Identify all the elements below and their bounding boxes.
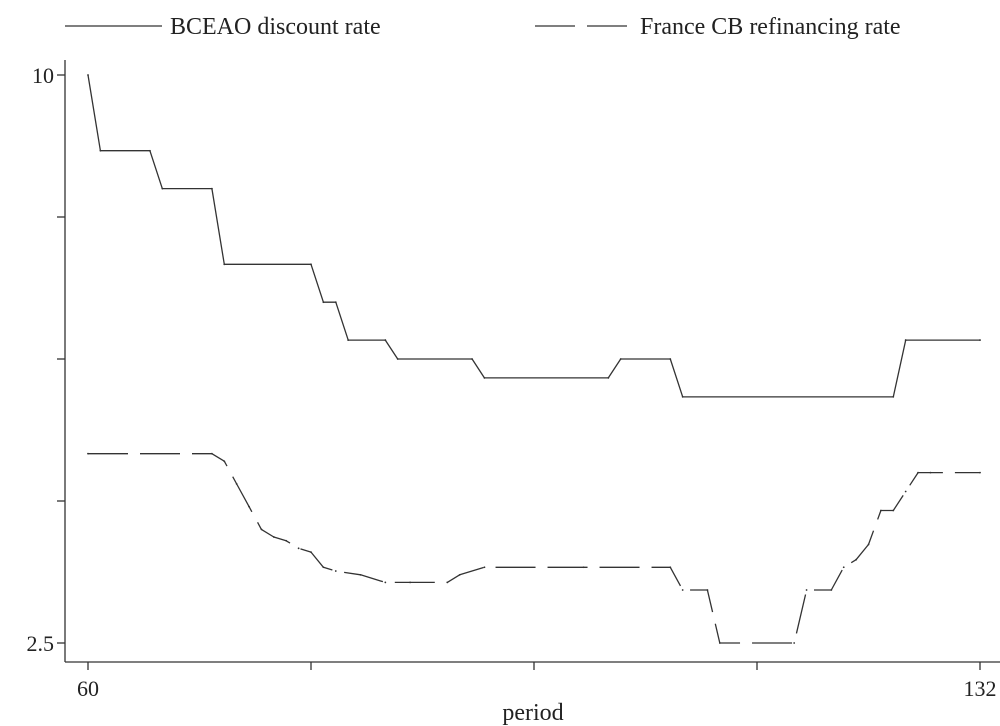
data-point: [458, 573, 461, 576]
data-point: [582, 566, 585, 569]
data-point: [904, 339, 907, 341]
data-point: [879, 509, 882, 512]
data-point: [855, 558, 858, 561]
legend-label-france: France CB refinancing rate: [640, 14, 901, 40]
data-point: [607, 377, 610, 379]
data-point: [979, 339, 981, 341]
data-point: [99, 149, 102, 152]
data-point: [87, 452, 89, 455]
data-point: [285, 539, 288, 542]
data-point: [347, 339, 350, 341]
data-point: [272, 536, 275, 538]
data-point: [904, 490, 907, 493]
data-point: [409, 581, 412, 584]
x-tick-label: 60: [77, 676, 99, 701]
data-point: [483, 566, 486, 569]
x-ticks: 60 132: [77, 662, 997, 701]
data-point: [830, 589, 833, 591]
series-line-0: [87, 74, 980, 398]
data-point: [322, 301, 325, 304]
data-point: [669, 566, 672, 569]
x-axis-title: period: [502, 700, 563, 726]
data-point: [334, 301, 337, 304]
data-point: [917, 471, 919, 474]
legend: BCEAO discount rate France CB refinancin…: [65, 14, 901, 40]
x-tick-label: 132: [964, 676, 997, 701]
data-point: [446, 581, 449, 584]
data-point: [619, 358, 622, 360]
data-point: [310, 551, 312, 554]
data-point: [805, 589, 808, 591]
data-point: [248, 505, 250, 508]
data-point: [706, 589, 709, 591]
data-point: [161, 187, 164, 190]
data-point: [842, 566, 845, 569]
y-ticks: 2.5 10: [27, 63, 65, 656]
data-point: [87, 74, 89, 76]
data-point: [483, 377, 486, 379]
data-point: [297, 547, 300, 550]
data-point: [669, 358, 672, 360]
data-point: [681, 395, 684, 398]
data-point: [892, 509, 895, 512]
data-point: [359, 573, 362, 576]
legend-label-bceao: BCEAO discount rate: [170, 14, 381, 40]
data-point: [384, 339, 387, 341]
data-point: [471, 358, 473, 360]
data-point: [396, 358, 399, 360]
data-point: [322, 566, 325, 569]
axes: [64, 60, 1000, 663]
series-layer: [87, 74, 981, 644]
data-point: [384, 581, 387, 584]
data-point: [793, 642, 796, 644]
data-point: [210, 452, 213, 455]
data-point: [260, 528, 263, 531]
data-point: [223, 460, 226, 463]
data-point: [867, 543, 870, 546]
data-point: [892, 395, 895, 398]
data-point: [929, 471, 932, 474]
data-point: [334, 570, 337, 572]
data-point: [223, 263, 226, 266]
series-line-1: [88, 453, 980, 644]
data-point: [210, 187, 213, 190]
data-point: [149, 149, 151, 152]
data-point: [310, 263, 312, 266]
data-point: [979, 471, 981, 474]
data-point: [681, 589, 684, 591]
data-point: [235, 483, 238, 485]
y-tick-label: 10: [32, 63, 54, 88]
data-point: [718, 642, 721, 644]
y-tick-label: 2.5: [27, 631, 55, 656]
